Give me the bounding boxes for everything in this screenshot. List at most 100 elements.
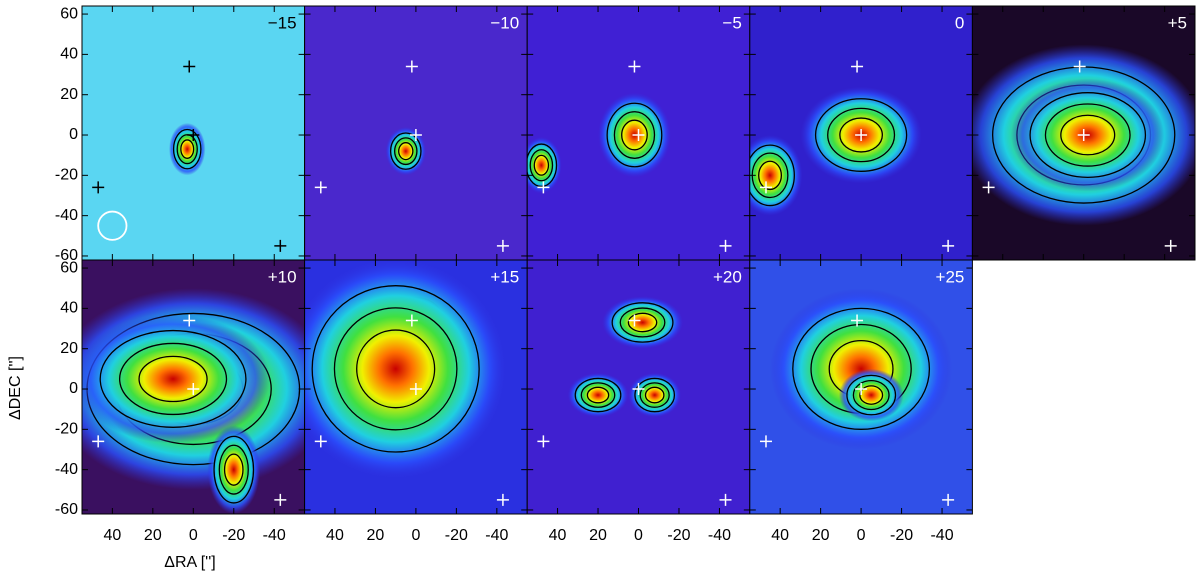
contour: [180, 139, 195, 159]
channel-label: +15: [490, 267, 519, 286]
contour: [333, 307, 458, 431]
contour: [846, 374, 897, 416]
position-marker: [982, 181, 995, 194]
position-marker: [183, 314, 196, 327]
contour: [1029, 92, 1147, 178]
contour: [827, 107, 896, 163]
x-tick-label: 0: [411, 527, 420, 544]
contour: [580, 382, 616, 408]
position-marker: [92, 435, 105, 448]
contour: [172, 128, 202, 170]
y-tick-label: 40: [60, 46, 78, 63]
contour: [621, 119, 648, 151]
contour: [639, 382, 670, 408]
contour: [839, 117, 883, 153]
channel-label: 0: [955, 13, 964, 32]
contour: [852, 380, 890, 411]
y-tick-label: -60: [55, 501, 78, 518]
contour: [176, 134, 198, 165]
contour: [758, 160, 783, 191]
contour: [529, 149, 554, 182]
y-tick-label: -60: [55, 247, 78, 264]
y-tick-label: 20: [60, 340, 78, 357]
y-tick-label: -40: [55, 461, 78, 478]
x-tick-label: -20: [222, 527, 245, 544]
x-tick-label: 40: [103, 527, 121, 544]
position-marker: [942, 239, 955, 252]
x-tick-label: 0: [857, 527, 866, 544]
position-marker: [851, 314, 864, 327]
position-marker: [92, 181, 105, 194]
position-marker: [632, 129, 645, 142]
x-tick-label: -20: [667, 527, 690, 544]
y-tick-label: 40: [60, 300, 78, 317]
emission: [82, 314, 271, 444]
panel: −5: [526, 5, 751, 261]
position-marker: [719, 493, 732, 506]
x-tick-label: 40: [771, 527, 789, 544]
x-tick-label: 40: [549, 527, 567, 544]
position-marker: [183, 60, 196, 73]
emission: [385, 126, 427, 176]
position-marker: [851, 60, 864, 73]
position-marker: [274, 239, 287, 252]
position-marker: [496, 493, 509, 506]
contour: [311, 285, 480, 453]
y-tick-label: 20: [60, 86, 78, 103]
y-tick-label: -20: [55, 421, 78, 438]
contour: [138, 355, 208, 403]
panel: +20: [526, 259, 751, 515]
contour: [223, 453, 244, 486]
channel-label: +10: [268, 267, 297, 286]
position-marker: [409, 383, 422, 396]
x-tick-label: -40: [708, 527, 731, 544]
position-marker: [405, 60, 418, 73]
x-tick-label: 20: [367, 527, 385, 544]
x-tick-label: 20: [144, 527, 162, 544]
channel-label: +5: [1168, 13, 1187, 32]
position-marker: [855, 129, 868, 142]
y-tick-label: 60: [60, 259, 78, 276]
y-tick-label: -20: [55, 167, 78, 184]
emission: [770, 288, 953, 450]
panel: +15: [304, 259, 528, 515]
contour: [527, 143, 558, 188]
contour: [586, 386, 610, 404]
position-marker: [314, 435, 327, 448]
panel: +25: [749, 259, 973, 515]
x-tick-label: 0: [634, 527, 643, 544]
contour: [99, 329, 247, 428]
contour: [634, 377, 676, 413]
position-marker: [759, 435, 772, 448]
map: [972, 6, 1196, 260]
contour: [644, 386, 665, 404]
contour: [398, 142, 414, 161]
contour: [533, 154, 550, 176]
position-marker: [1164, 239, 1177, 252]
emission: [628, 372, 681, 418]
map: [527, 6, 750, 260]
map: [304, 260, 528, 514]
position-marker: [187, 129, 200, 142]
position-marker: [628, 314, 641, 327]
position-marker: [1077, 129, 1090, 142]
channel-label: −15: [268, 13, 297, 32]
panel: −15: [81, 5, 306, 261]
position-marker: [187, 383, 200, 396]
position-marker: [1073, 60, 1086, 73]
contour: [389, 132, 422, 170]
contour: [613, 111, 656, 159]
emission: [567, 372, 629, 418]
contour: [627, 312, 658, 333]
y-axis-label: ΔDEC ['']: [7, 356, 24, 420]
channel-label: −10: [490, 13, 519, 32]
y-tick-label: -40: [55, 207, 78, 224]
beam: [97, 210, 128, 241]
y-tick-label: 0: [69, 126, 78, 143]
position-marker: [632, 383, 645, 396]
contour: [218, 444, 249, 495]
contour: [792, 307, 931, 430]
contour: [611, 302, 674, 343]
emission: [169, 122, 206, 176]
